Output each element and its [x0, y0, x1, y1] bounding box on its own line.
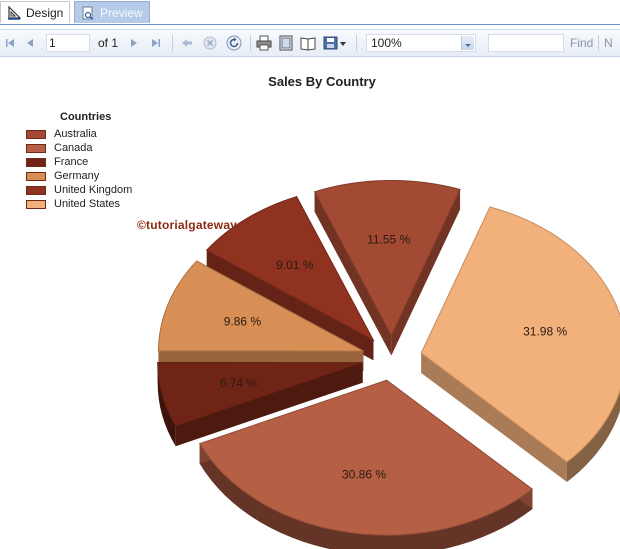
report-toolbar: 1 of 1 100% Find N	[0, 29, 620, 57]
pie-slice-top	[313, 180, 461, 337]
legend-item: France	[26, 155, 132, 169]
pie-slice-wall	[175, 362, 363, 447]
page-number-input[interactable]: 1	[46, 34, 90, 52]
tab-design-label: Design	[26, 5, 64, 20]
find-next-button[interactable]: N	[604, 36, 613, 50]
pie-slice-top	[198, 379, 534, 536]
pie-slice-label: 31.98 %	[523, 325, 567, 339]
zoom-value: 100%	[371, 36, 402, 50]
tab-bar: Design Preview	[0, 0, 620, 25]
pie-slice: 30.86 %	[198, 379, 534, 549]
watermark: ©tutorialgateway.org	[137, 218, 260, 232]
pie-slice: 11.55 %	[313, 180, 461, 356]
legend-title: Countries	[60, 111, 112, 123]
legend-item: United Kingdom	[26, 183, 132, 197]
pie-slice-top	[157, 260, 364, 352]
last-page-icon[interactable]	[150, 34, 162, 52]
chart-title: Sales By Country	[268, 74, 376, 89]
print-layout-icon[interactable]	[278, 34, 294, 52]
legend-swatch	[26, 157, 46, 167]
legend-label: Canada	[54, 142, 93, 154]
legend-item: Australia	[26, 127, 132, 141]
legend-label: France	[54, 156, 89, 168]
legend-label: Germany	[54, 170, 100, 182]
toolbar-separator	[250, 35, 251, 51]
back-icon[interactable]	[180, 34, 194, 52]
page-setup-icon[interactable]	[300, 34, 316, 52]
legend-swatch	[26, 185, 46, 195]
pie-slice-side	[566, 390, 620, 483]
pie-slice-label: 30.86 %	[342, 468, 386, 482]
legend-swatch	[26, 199, 46, 209]
pie-slice-side	[199, 443, 533, 549]
legend-item: Canada	[26, 141, 132, 155]
legend-item: Germany	[26, 169, 132, 183]
print-icon[interactable]	[256, 34, 272, 52]
toolbar-separator	[356, 35, 357, 51]
zoom-select[interactable]: 100%	[366, 34, 476, 52]
pie-slice-top	[205, 196, 375, 342]
pie-slice-top	[157, 362, 363, 427]
legend-swatch	[26, 143, 46, 153]
previous-page-icon[interactable]	[24, 34, 36, 52]
pie-slice: 9.86 %	[157, 260, 364, 372]
pie-slice: 9.01 %	[205, 196, 375, 361]
pie-slice-wall	[391, 189, 461, 356]
pie-slice-wall	[206, 250, 374, 361]
pie-chart: 11.55 % 9.01 % 9.86 % 31.98 % 6.74 % 30.86 %	[157, 180, 620, 549]
pie-slice-wall	[314, 191, 392, 356]
toolbar-separator	[172, 35, 173, 51]
ruler-triangle-icon	[7, 5, 22, 20]
toolbar-separator	[598, 35, 599, 51]
find-button[interactable]: Find	[570, 36, 594, 50]
pie-slice: 6.74 %	[157, 362, 363, 447]
chart-legend: Countries Australia Canada France Germany Un…	[26, 111, 132, 211]
pie-slice-side	[157, 362, 176, 447]
pie-slice-label: 6.74 %	[220, 376, 258, 390]
stop-icon[interactable]	[203, 34, 217, 52]
tab-preview-label: Preview	[100, 5, 143, 20]
legend-item: United States	[26, 197, 132, 211]
pie-slice: 31.98 %	[420, 206, 620, 483]
legend-label: United States	[54, 198, 121, 210]
report-canvas: Sales By Country Countries Australia Cana…	[0, 58, 620, 549]
pie-slice-label: 11.55 %	[367, 232, 410, 246]
refresh-icon[interactable]	[226, 34, 242, 52]
pie-slice-label: 9.01 %	[276, 258, 314, 272]
legend-label: United Kingdom	[54, 184, 133, 196]
page-count-label: of 1	[98, 36, 119, 50]
tab-preview[interactable]: Preview	[74, 1, 150, 23]
preview-document-icon	[81, 6, 95, 20]
next-page-icon[interactable]	[128, 34, 140, 52]
export-icon[interactable]	[323, 34, 347, 52]
pie-slice-wall	[421, 352, 567, 483]
chevron-down-icon[interactable]	[461, 36, 474, 50]
tab-design[interactable]: Design	[0, 1, 70, 23]
legend-label: Australia	[54, 128, 97, 140]
legend-swatch	[26, 129, 46, 139]
pie-slice-label: 9.86 %	[224, 315, 262, 329]
first-page-icon[interactable]	[4, 34, 16, 52]
find-input[interactable]	[488, 34, 564, 52]
legend-swatch	[26, 171, 46, 181]
pie-slice-top	[420, 206, 620, 463]
